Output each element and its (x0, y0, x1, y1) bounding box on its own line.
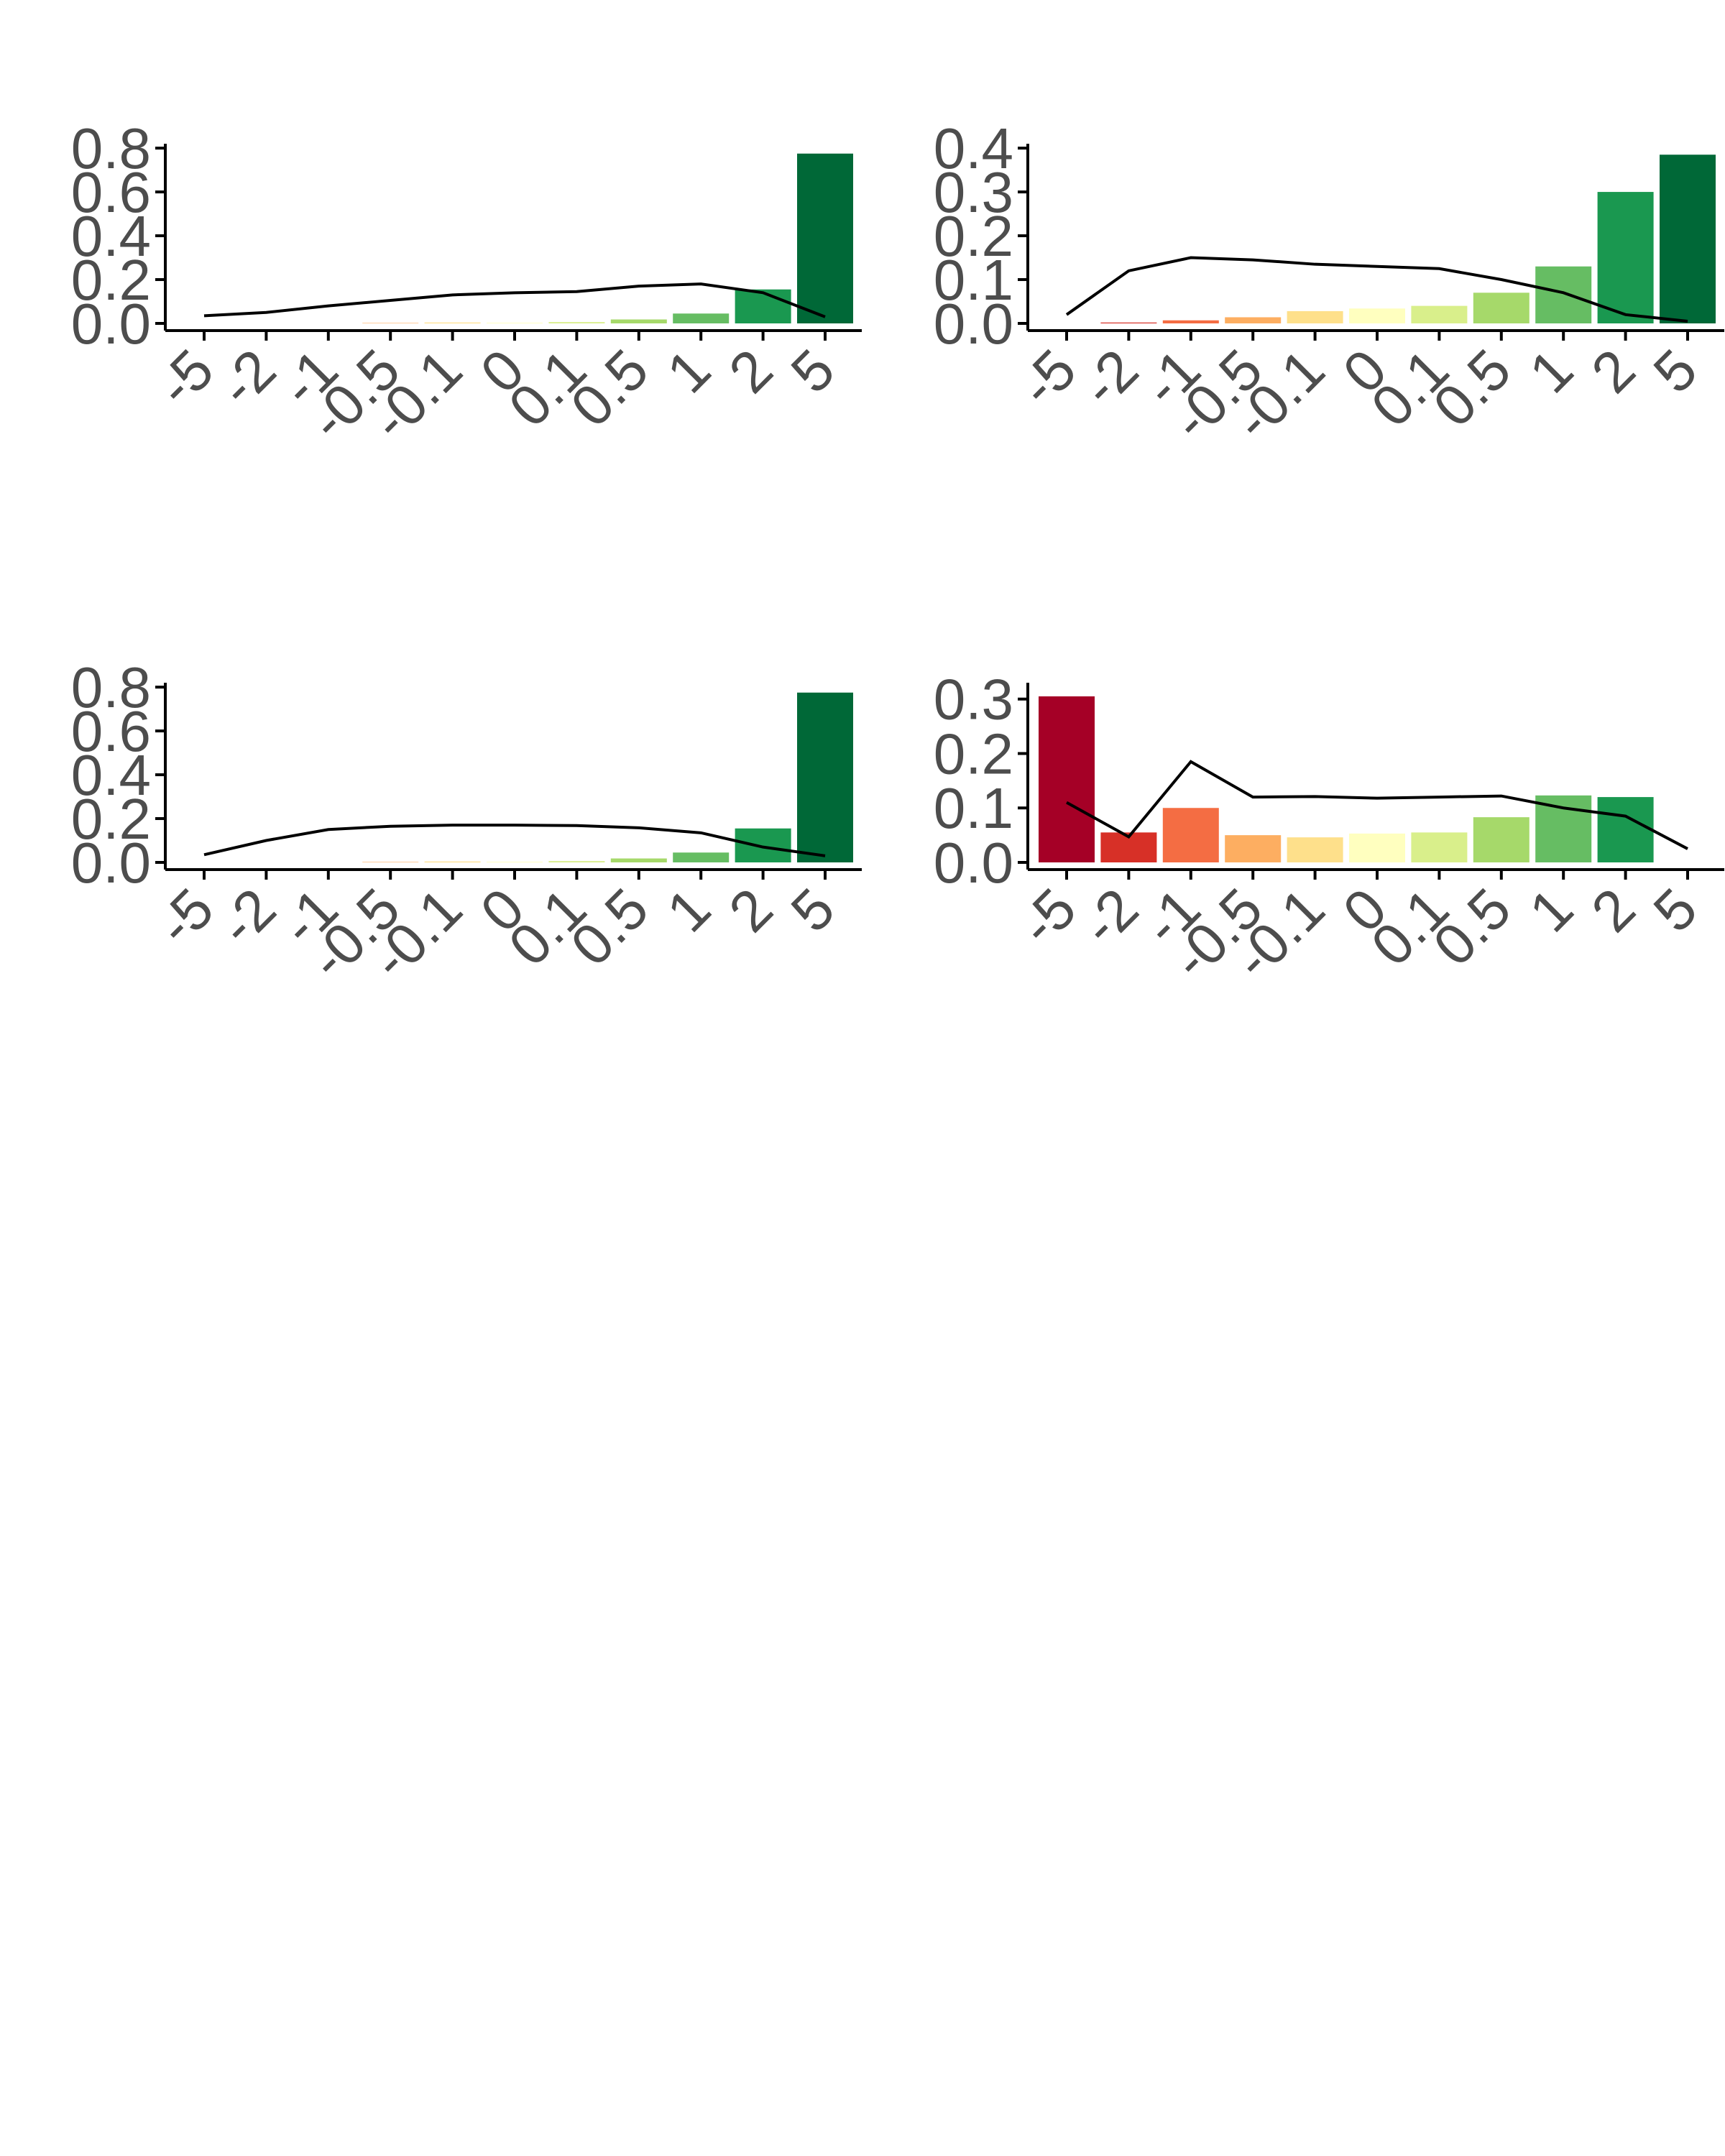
bar-0.5 (610, 858, 667, 862)
y-tick-label: 0.1 (934, 776, 1013, 840)
y-tick-label: 0.1 (934, 248, 1013, 312)
y-tick-label: 0.4 (71, 204, 151, 268)
y-tick-label: 0.6 (71, 160, 151, 224)
y-tick-label: 0.2 (934, 722, 1013, 786)
x-tick-label: 0.5 (558, 337, 661, 439)
bar--0.1 (1287, 310, 1343, 323)
bar-0 (1349, 833, 1405, 862)
bar-5 (797, 153, 853, 323)
x-tick-label: 2 (717, 337, 784, 405)
y-tick-label: 0.2 (71, 248, 151, 312)
bar--0.1 (1287, 837, 1343, 862)
y-tick-label: 0.3 (934, 668, 1013, 732)
y-tick-label: 0.2 (934, 204, 1013, 268)
y-tick-label: 0.4 (934, 116, 1013, 180)
x-tick-label: 0.5 (558, 876, 661, 978)
bar-2 (735, 828, 791, 862)
x-tick-label: 5 (1642, 337, 1709, 405)
series-line (1065, 256, 1688, 323)
y-tick-label: 0.2 (71, 787, 151, 851)
bar--0.5 (1225, 317, 1282, 323)
bar-2 (1597, 797, 1654, 862)
bar-5 (797, 692, 853, 862)
x-tick-label: 5 (779, 876, 847, 944)
bar--5 (1039, 696, 1095, 862)
bar-0.5 (1473, 817, 1530, 862)
bar-1 (673, 313, 730, 323)
x-tick-label: 1 (1517, 876, 1585, 944)
x-tick-label: 0.5 (1421, 337, 1523, 439)
y-tick-label: 0.0 (934, 831, 1013, 895)
y-tick-label: 0.8 (71, 655, 151, 719)
x-tick-label: 1 (655, 876, 722, 944)
y-tick-label: 0.0 (71, 292, 151, 356)
bar-0.1 (1411, 305, 1468, 323)
bar-0.5 (1473, 292, 1530, 323)
y-tick-label: 0.6 (71, 699, 151, 763)
bar-0.5 (610, 319, 667, 323)
x-tick-label: 1 (655, 337, 722, 405)
bar--0.5 (1225, 835, 1282, 862)
bar--1 (1162, 808, 1219, 862)
bar-0.1 (1411, 832, 1468, 862)
x-tick-label: 2 (717, 876, 784, 944)
y-tick-label: 0.8 (71, 116, 151, 180)
bar-1 (673, 852, 730, 862)
bar-5 (1660, 155, 1716, 323)
bar-0.1 (548, 322, 605, 323)
y-tick-label: 0.4 (71, 743, 151, 807)
bar-2 (735, 289, 791, 323)
x-tick-label: 1 (1517, 337, 1585, 405)
bar-1 (1535, 266, 1592, 323)
series-line (1066, 760, 1688, 850)
x-tick-label: 2 (1579, 337, 1647, 405)
series-line (203, 824, 826, 857)
y-tick-label: 0.3 (934, 160, 1013, 224)
y-tick-label: 0.0 (934, 292, 1013, 356)
x-tick-label: 2 (1579, 876, 1647, 944)
bar-2 (1597, 192, 1654, 323)
bar--1 (1162, 320, 1219, 323)
x-tick-label: 5 (779, 337, 847, 405)
x-tick-label: 5 (1642, 876, 1709, 944)
y-tick-label: 0.0 (71, 831, 151, 895)
bar-0 (1349, 308, 1405, 323)
bar-0.1 (548, 861, 605, 862)
series-line (203, 282, 826, 318)
x-tick-label: 0.5 (1421, 876, 1523, 978)
